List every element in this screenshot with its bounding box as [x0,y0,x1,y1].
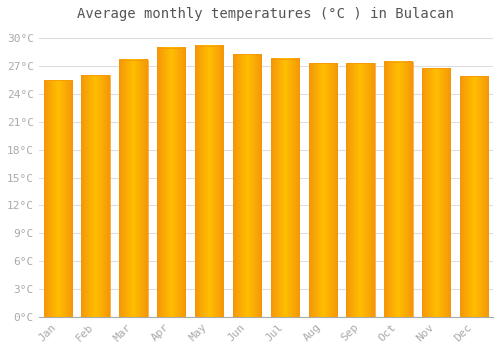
Bar [195,46,224,317]
Bar [346,63,375,317]
Title: Average monthly temperatures (°C ) in Bulacan: Average monthly temperatures (°C ) in Bu… [78,7,454,21]
Bar [44,80,72,317]
Bar [384,62,412,317]
Bar [308,63,337,317]
Bar [460,76,488,317]
Bar [233,54,261,317]
Bar [422,68,450,317]
Bar [82,76,110,317]
Bar [119,60,148,317]
Bar [270,59,299,317]
Bar [157,48,186,317]
